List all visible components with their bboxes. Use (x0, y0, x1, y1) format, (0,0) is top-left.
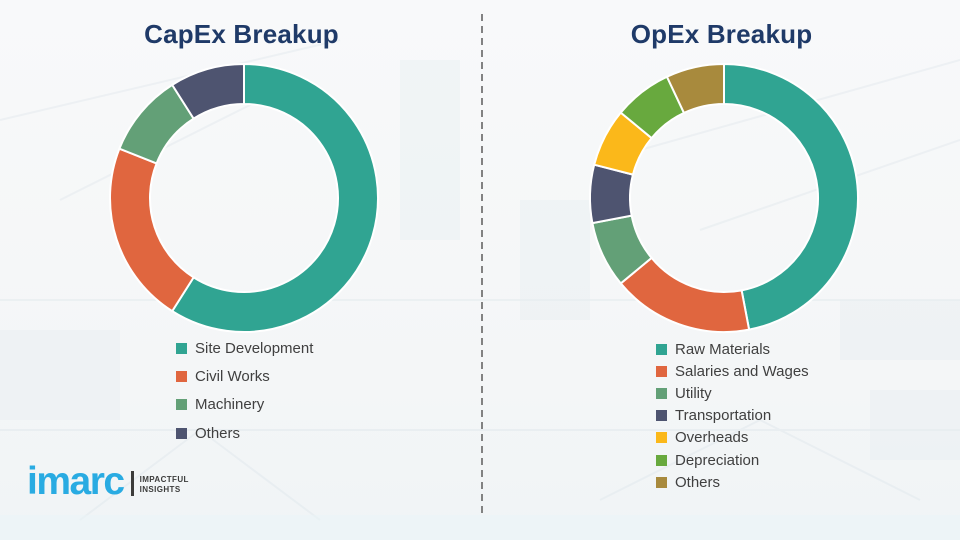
donut-segment-others (170, 62, 245, 121)
opex-donut-chart (588, 62, 859, 333)
legend-item: Depreciation (656, 449, 809, 471)
legend-item: Civil Works (176, 362, 313, 390)
legend-item: Site Development (176, 334, 313, 362)
legend-label: Raw Materials (675, 340, 771, 358)
legend-item: Overheads (656, 427, 809, 449)
legend-item: Others (656, 471, 809, 493)
logo-tagline-line1: IMPACTFUL (139, 474, 189, 484)
legend-marker-icon (656, 432, 667, 444)
donut-segment-site-development (170, 62, 379, 333)
capex-legend: Site Development Civil Works Machinery O… (176, 334, 313, 448)
legend-label: Depreciation (675, 451, 760, 469)
logo-divider-bar (130, 471, 134, 497)
donut-segment-others (665, 62, 725, 115)
capex-donut-chart (109, 62, 379, 333)
legend-label: Civil Works (195, 368, 270, 386)
legend-marker-icon (176, 427, 187, 439)
legend-item: Transportation (656, 405, 809, 427)
legend-marker-icon (656, 410, 667, 422)
legend-item: Machinery (176, 391, 313, 419)
logo-tagline: IMPACTFUL INSIGHTS (140, 475, 189, 496)
legend-item: Salaries and Wages (656, 360, 809, 382)
imarc-logo-text: imarc (27, 460, 125, 503)
divider-dashed-line (481, 14, 483, 518)
legend-marker-icon (176, 399, 187, 411)
capex-title: CapEx Breakup (144, 19, 339, 49)
legend-item: Others (176, 419, 313, 447)
donut-segment-salaries-and-wages (619, 256, 751, 333)
legend-label: Overheads (675, 429, 749, 447)
donut-segment-raw-materials (723, 62, 859, 331)
legend-marker-icon (656, 476, 667, 488)
legend-label: Transportation (675, 407, 772, 425)
legend-label: Others (675, 473, 721, 491)
legend-marker-icon (656, 387, 667, 399)
legend-label: Others (195, 424, 241, 442)
opex-title: OpEx Breakup (630, 19, 813, 49)
legend-marker-icon (176, 342, 187, 354)
logo-tagline-line2: INSIGHTS (139, 485, 181, 495)
legend-label: Site Development (195, 339, 314, 357)
legend-label: Utility (675, 384, 712, 402)
legend-item: Utility (656, 382, 809, 404)
legend-marker-icon (656, 343, 667, 355)
legend-item: Raw Materials (656, 338, 809, 360)
legend-label: Machinery (195, 396, 265, 414)
imarc-logo: imarc IMPACTFUL INSIGHTS (27, 460, 189, 503)
opex-legend: Raw Materials Salaries and Wages Utility… (656, 338, 809, 493)
legend-marker-icon (176, 371, 187, 383)
legend-label: Salaries and Wages (675, 362, 809, 380)
donut-segment-civil-works (109, 147, 196, 313)
legend-marker-icon (656, 365, 667, 377)
legend-marker-icon (656, 454, 667, 466)
